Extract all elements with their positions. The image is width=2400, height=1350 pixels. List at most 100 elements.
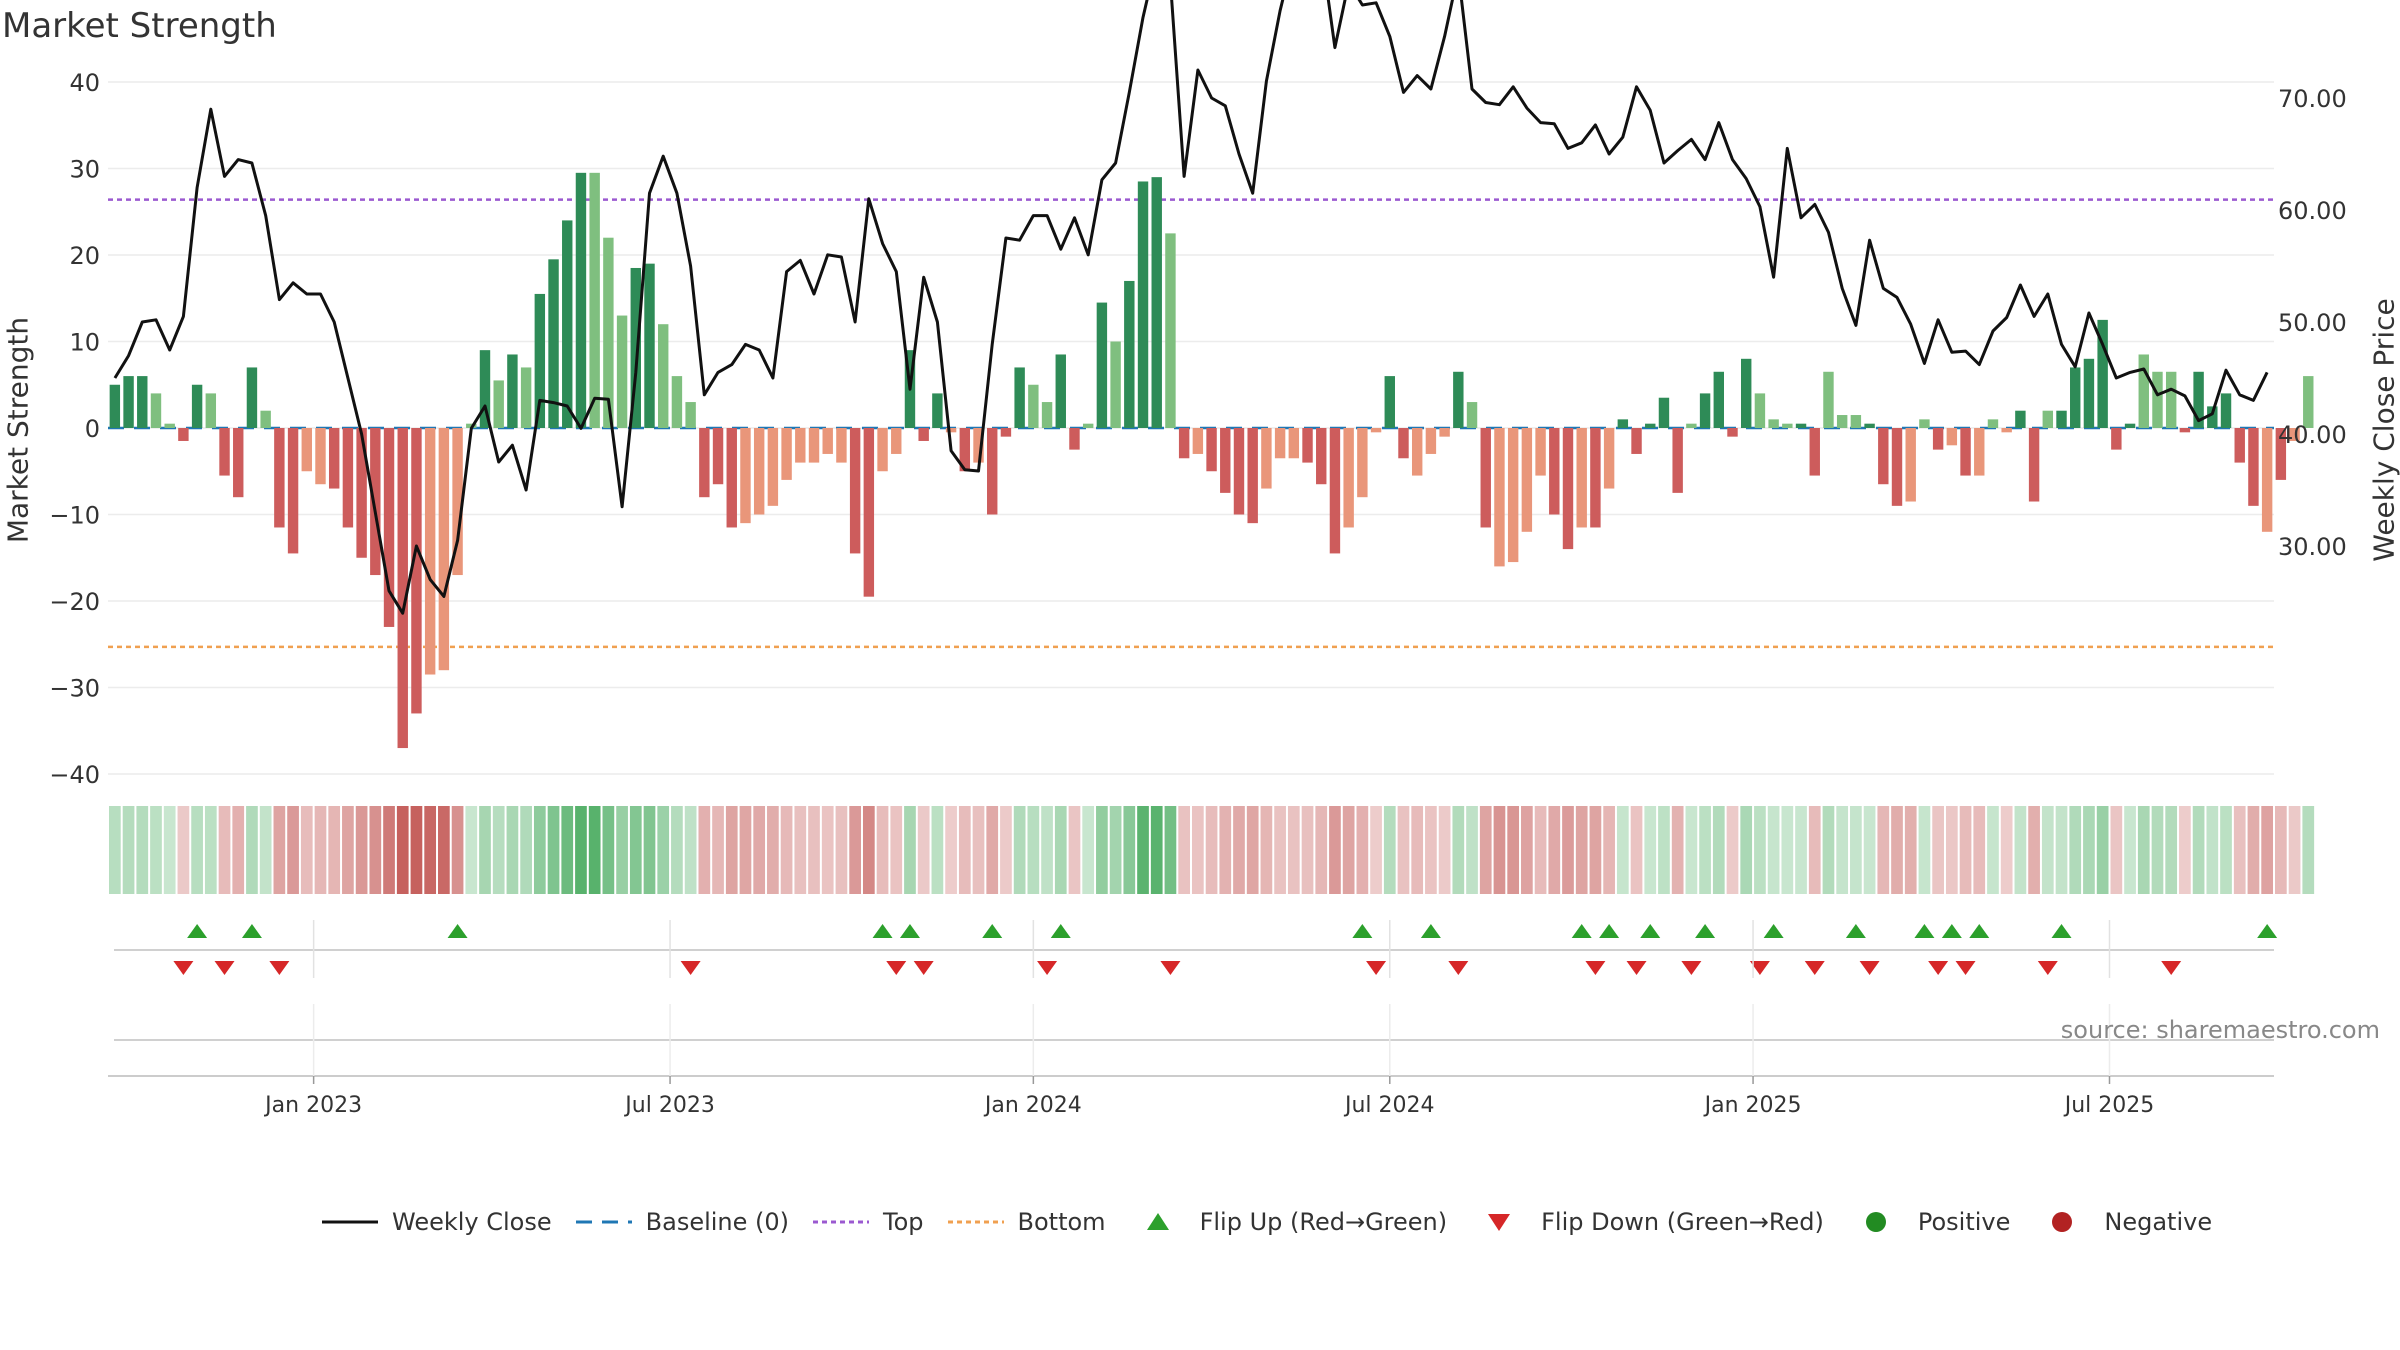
strength-bar [383, 428, 395, 627]
strength-bar [781, 428, 792, 480]
legend-item-top: Top [811, 1208, 924, 1236]
legend-item-bottom: Bottom [946, 1208, 1106, 1236]
x-tick-label: Jan 2025 [1703, 1093, 1802, 1118]
heat-strip-cell [1041, 806, 1053, 894]
heat-strip-cell [1918, 806, 1931, 894]
heat-strip-cell [1082, 806, 1095, 894]
flip-down-marker [1626, 961, 1647, 975]
strength-bar [1055, 354, 1066, 428]
strength-bar [932, 393, 943, 428]
heat-strip-cell [2206, 806, 2219, 894]
strength-bar [438, 428, 450, 671]
heat-strip-cell [273, 806, 286, 894]
heat-strip-cell [300, 806, 313, 894]
heat-strip-cell [342, 806, 354, 894]
heat-strip-cell [2000, 806, 2013, 894]
legend-label: Bottom [1017, 1208, 1106, 1236]
strength-bar [1110, 341, 1121, 428]
strength-bar [2152, 371, 2163, 428]
heat-strip-cell [1096, 806, 1108, 894]
heat-strip-cell [862, 806, 875, 894]
strength-bar [137, 376, 148, 428]
heat-strip-cell [1397, 806, 1410, 894]
flip-down-marker [913, 961, 934, 975]
y-left-tick-label: 30 [69, 156, 100, 184]
strength-bar [1220, 428, 1231, 493]
heat-strip-cell [1795, 806, 1807, 894]
x-tick-label: Jan 2024 [983, 1093, 1082, 1118]
heat-strip-cell [1013, 806, 1026, 894]
flip-up-marker [1420, 924, 1441, 938]
strength-bar [2111, 428, 2122, 450]
strength-bar [1864, 423, 1875, 428]
heat-strip-cell [1658, 806, 1670, 894]
strength-bar [1439, 428, 1450, 437]
y-left-tick-label: 0 [85, 415, 100, 443]
heat-strip-cell [1370, 806, 1382, 894]
strength-bar [1014, 367, 1025, 428]
strength-bars [109, 172, 2314, 749]
strength-bar [2289, 428, 2300, 441]
strength-bar [219, 428, 230, 476]
flip-down-marker [1681, 961, 1702, 975]
heat-strip-cell [163, 806, 176, 894]
solid-line-icon [322, 1220, 378, 1224]
heat-strip-cell [629, 806, 642, 894]
heat-strip-cell [191, 806, 203, 894]
heat-strip-cell [1192, 806, 1204, 894]
strength-heat-strip [109, 806, 2315, 894]
strength-bar [246, 367, 258, 428]
y-right-tick-label: 60.00 [2278, 197, 2347, 225]
strength-bar [1398, 428, 1409, 459]
strength-bar [1233, 428, 1245, 515]
heat-strip-cell [1644, 806, 1657, 894]
legend-item-flip-down: Flip Down (Green→Red) [1469, 1208, 1824, 1236]
heat-strip-cell [492, 806, 505, 894]
flip-up-marker [1599, 924, 1620, 938]
heat-strip-cell [972, 806, 985, 894]
heat-strip-cell [1603, 806, 1615, 894]
strength-bar [1850, 415, 1862, 428]
heat-strip-cell [616, 806, 628, 894]
dotted-line-icon [947, 1220, 1004, 1224]
strength-bar [1727, 428, 1738, 437]
heat-strip-cell [1740, 806, 1753, 894]
heat-strip-cell [1123, 806, 1136, 894]
strength-bar [370, 428, 381, 576]
flip-down-marker [1859, 961, 1880, 975]
strength-bar [1507, 428, 1519, 563]
heat-strip-cell [424, 806, 437, 894]
strength-bar [2015, 410, 2026, 428]
heat-strip-cell [328, 806, 341, 894]
heat-strip-cell [561, 806, 574, 894]
heat-strip-cell [2247, 806, 2260, 894]
flip-down-marker [214, 961, 235, 975]
heat-strip-cell [1479, 806, 1492, 894]
flip-down-marker [2161, 961, 2182, 975]
strength-bar [1247, 428, 1258, 524]
heat-strip-cell [1315, 806, 1328, 894]
y-axis-left-label: Market Strength [1, 316, 35, 544]
heat-strip-cell [1959, 806, 1972, 894]
heat-strip-cell [136, 806, 149, 894]
weekly-close-line [113, 0, 2269, 615]
heat-strip-cell [2179, 806, 2191, 894]
x-tick-label: Jul 2023 [623, 1093, 715, 1118]
heat-strip-cell [1521, 806, 1533, 894]
heat-strip-cell [657, 806, 670, 894]
heat-strip-cell [1589, 806, 1602, 894]
heat-strip-cell [438, 806, 450, 894]
strength-bar [1343, 428, 1354, 528]
strength-bar [2124, 423, 2136, 428]
strength-bar [534, 293, 546, 428]
strength-bar [1288, 428, 1300, 459]
heat-strip-cell [794, 806, 807, 894]
strength-bar [630, 267, 642, 428]
strength-bar [616, 315, 628, 428]
strength-bar [836, 428, 847, 463]
source-note: source: sharemaestro.com [2060, 1016, 2380, 1044]
heat-strip-cell [808, 806, 820, 894]
strength-bar [1836, 415, 1848, 428]
flip-down-marker [1160, 961, 1181, 975]
